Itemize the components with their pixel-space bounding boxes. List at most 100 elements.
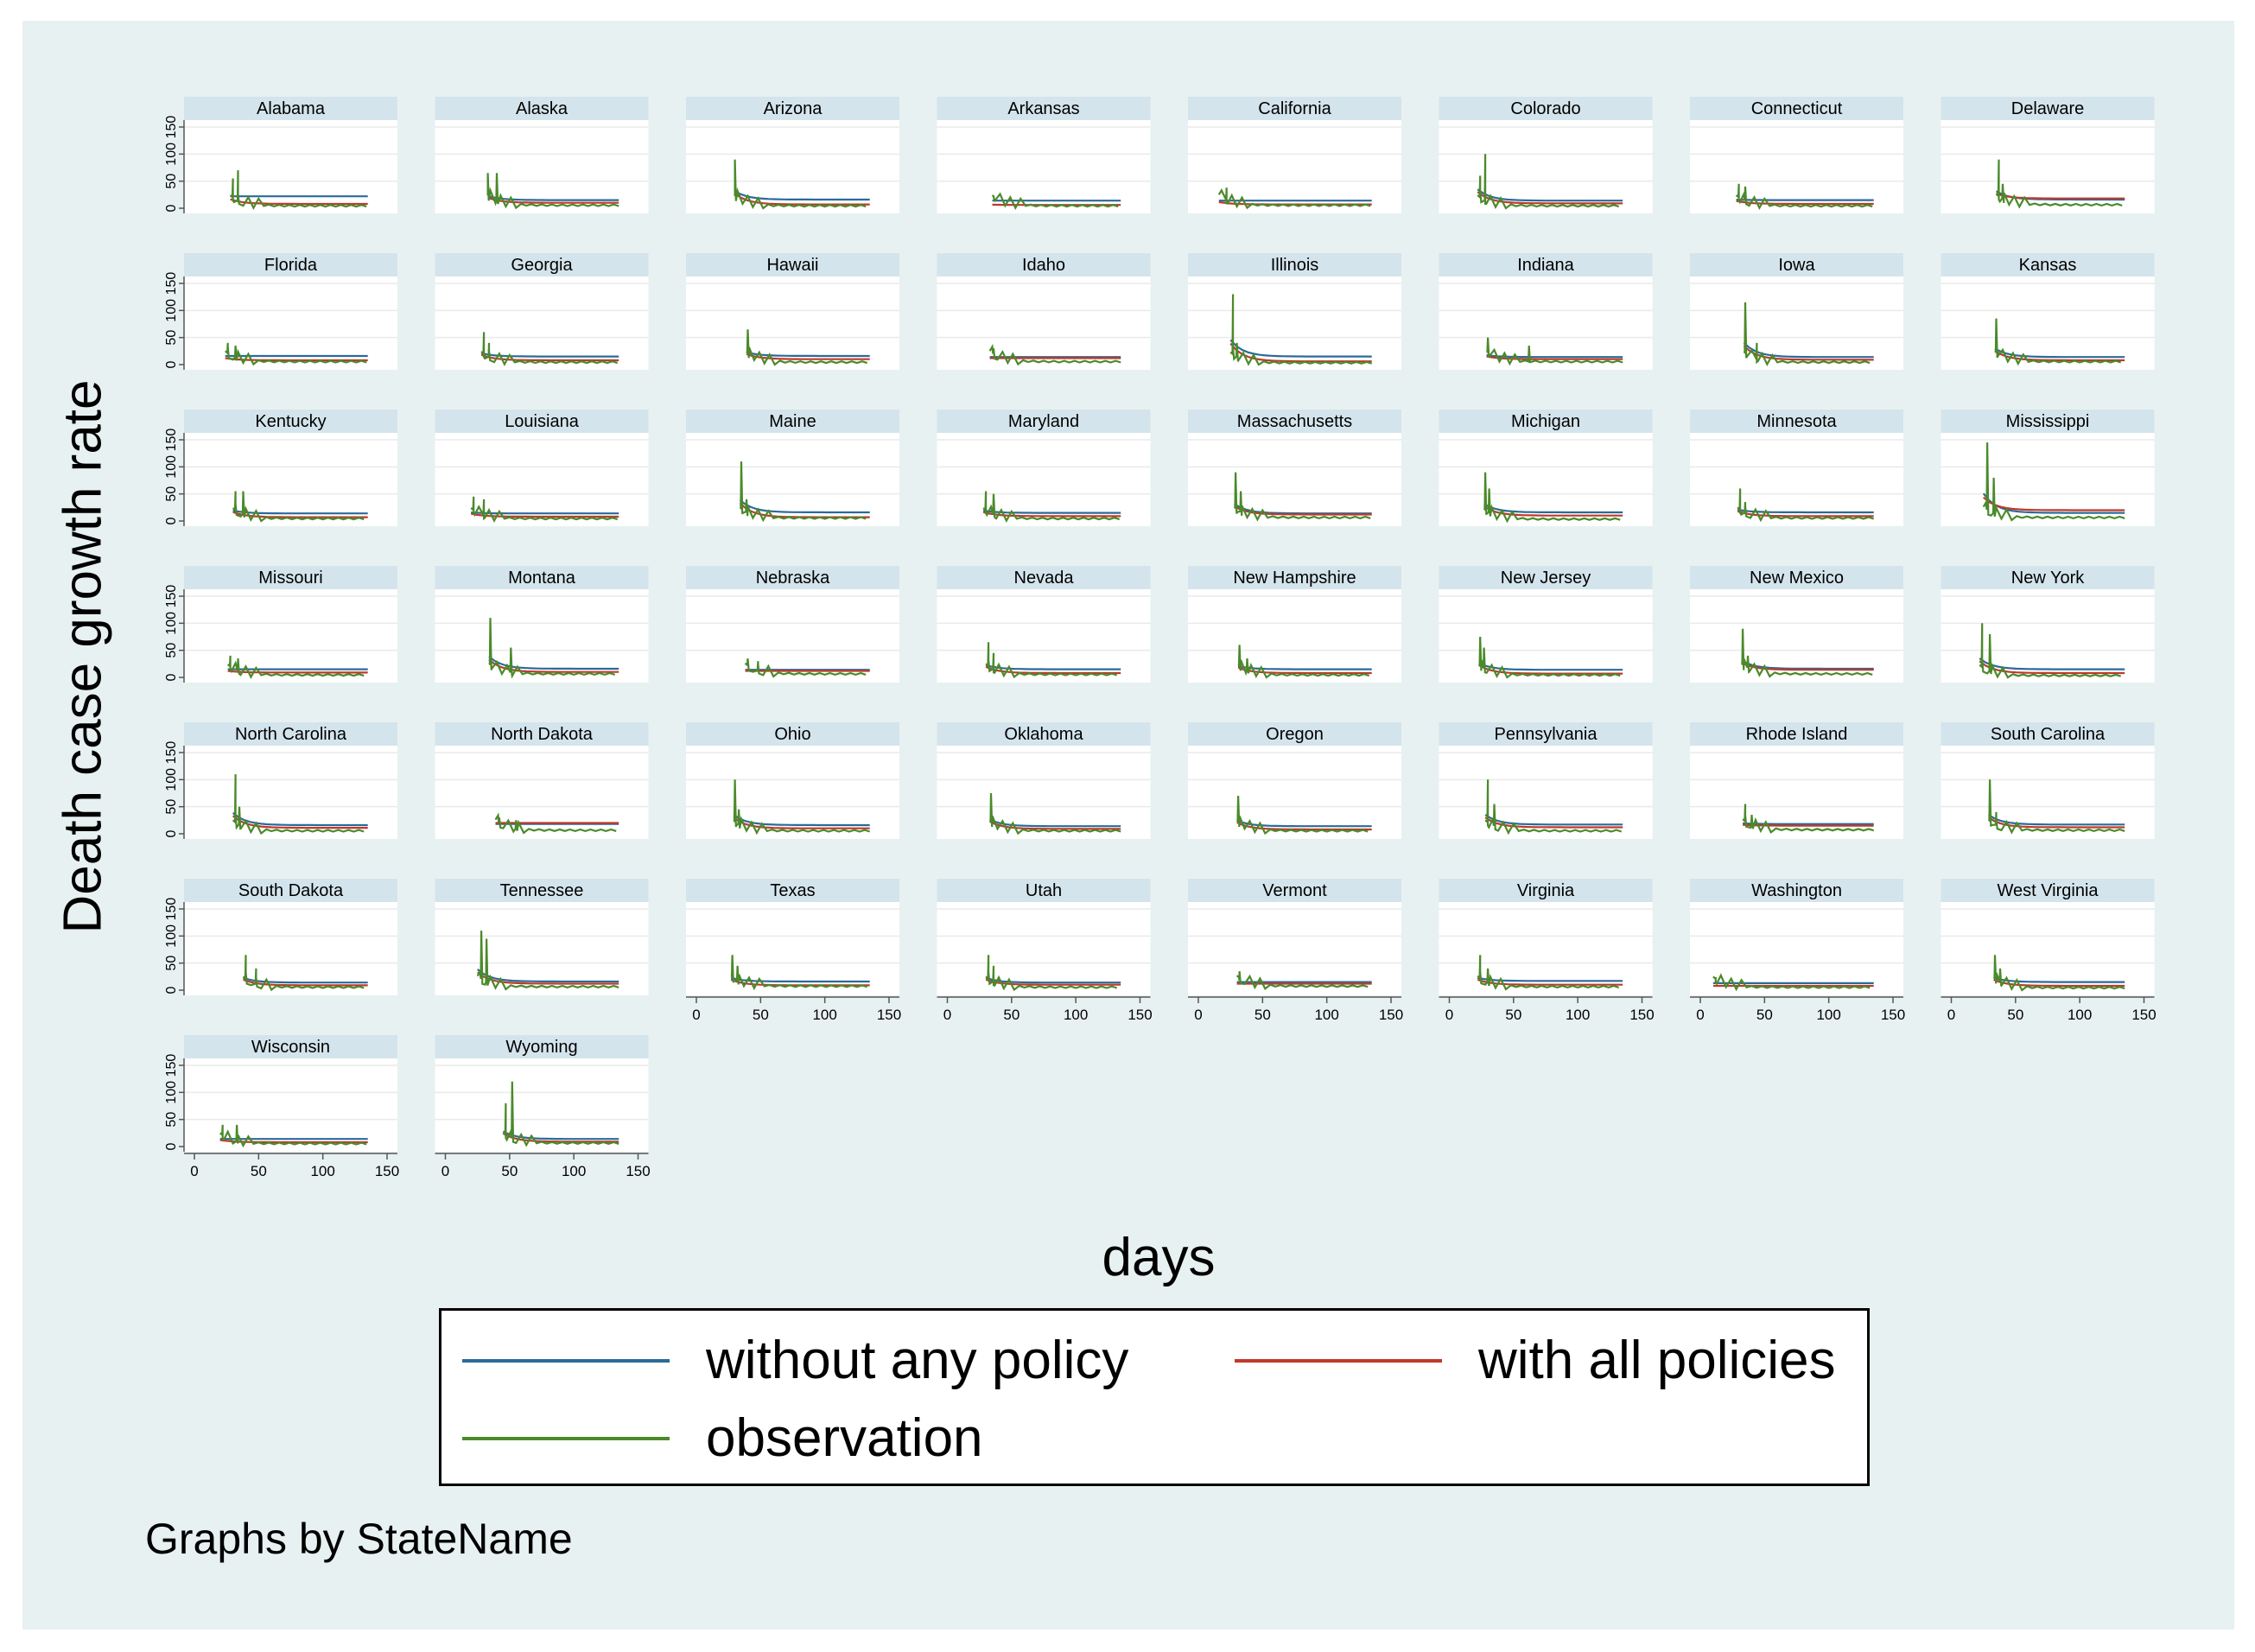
panel-kentucky: Kentucky 0 50 100 150 xyxy=(164,410,397,526)
y-tick-label: 50 xyxy=(164,799,179,815)
panel-title: Kansas xyxy=(2019,256,2077,275)
y-tick-label: 50 xyxy=(164,1112,179,1128)
x-tick-label: 100 xyxy=(1566,1007,1590,1023)
line-with-all-policies xyxy=(1234,505,1372,516)
line-without-any-policy xyxy=(739,499,870,514)
line-with-all-policies xyxy=(1743,823,1874,827)
line-observation xyxy=(1484,779,1623,836)
line-with-all-policies xyxy=(1743,345,1874,361)
x-tick-label: 100 xyxy=(1314,1007,1338,1023)
panel-title: Mississippi xyxy=(2006,412,2090,431)
y-tick-label: 0 xyxy=(164,517,179,524)
plot-area xyxy=(184,589,397,683)
legend-label-with: with all policies xyxy=(1478,1331,1836,1390)
line-observation xyxy=(1229,294,1373,366)
x-tick-label: 150 xyxy=(1881,1007,1905,1023)
plot-area xyxy=(1941,589,2155,683)
line-observation xyxy=(1477,636,1621,679)
panel-montana: Montana xyxy=(435,566,649,683)
plot-area xyxy=(937,589,1151,683)
x-tick-label: 50 xyxy=(1255,1007,1271,1023)
panel-title: Oklahoma xyxy=(1004,725,1083,744)
y-tick-label: 150 xyxy=(164,741,179,765)
panel-title: North Carolina xyxy=(235,725,347,744)
y-tick-label: 100 xyxy=(164,299,179,322)
y-tick-label: 100 xyxy=(164,143,179,166)
line-with-all-policies xyxy=(985,665,1121,675)
panel-title: Tennessee xyxy=(500,881,584,900)
y-tick-label: 100 xyxy=(164,924,179,948)
panel-title: Idaho xyxy=(1022,256,1065,275)
panel-title: Indiana xyxy=(1517,256,1574,275)
plot-area xyxy=(435,902,649,995)
x-tick-label: 0 xyxy=(190,1163,198,1179)
x-tick-label: 0 xyxy=(1194,1007,1202,1023)
panel-strip xyxy=(1439,879,1653,902)
panel-connecticut: Connecticut xyxy=(1690,97,1903,213)
panel-title: Pennsylvania xyxy=(1495,725,1598,744)
panel-west-virginia: West Virginia 0 50 100 150 xyxy=(1941,879,2157,1023)
panel-title: Connecticut xyxy=(1751,99,1843,118)
legend: without any policy with all policies obs… xyxy=(439,1308,1870,1486)
line-observation xyxy=(1987,779,2125,835)
line-observation xyxy=(1979,623,2122,679)
line-with-all-policies xyxy=(1236,821,1372,831)
plot-area xyxy=(435,120,649,213)
panel-title: Virginia xyxy=(1517,881,1575,900)
panel-title: Nevada xyxy=(1014,569,1075,588)
panel-strip xyxy=(1941,566,2155,589)
y-tick-label: 150 xyxy=(164,898,179,921)
x-tick-label: 50 xyxy=(1505,1007,1521,1023)
plot-area xyxy=(1188,746,1401,839)
line-observation xyxy=(739,461,867,523)
panel-title: Wyoming xyxy=(505,1038,577,1057)
plot-area xyxy=(184,746,397,839)
plot-area xyxy=(1941,276,2155,370)
line-without-any-policy xyxy=(730,976,870,983)
panel-title: Iowa xyxy=(1778,256,1815,275)
line-observation xyxy=(1735,183,1873,210)
panel-strip xyxy=(1690,97,1903,120)
panel-strip xyxy=(1941,722,2155,746)
panel-rhode-island: Rhode Island xyxy=(1690,722,1903,839)
x-tick-label: 100 xyxy=(562,1163,586,1179)
line-observation xyxy=(985,955,1118,992)
panel-strip xyxy=(1941,879,2155,902)
x-tick-label: 100 xyxy=(2068,1007,2092,1023)
panel-strip xyxy=(1188,410,1401,433)
line-observation xyxy=(734,159,867,210)
line-observation xyxy=(494,812,617,835)
panel-missouri: Missouri 0 50 100 150 xyxy=(164,566,397,683)
panel-strip xyxy=(184,253,397,276)
panel-title: Utah xyxy=(1026,881,1062,900)
line-observation xyxy=(232,774,365,836)
panel-louisiana: Louisiana xyxy=(435,410,649,526)
panel-title: New Mexico xyxy=(1750,569,1844,588)
line-observation xyxy=(502,1081,619,1147)
panel-strip xyxy=(435,253,649,276)
panel-strip xyxy=(686,410,899,433)
panel-strip xyxy=(1439,722,1653,746)
plot-area xyxy=(184,276,397,370)
line-without-any-policy xyxy=(1234,503,1372,515)
panel-title: Ohio xyxy=(774,725,810,744)
plot-area xyxy=(1690,589,1903,683)
panel-washington: Washington 0 50 100 150 xyxy=(1690,879,1905,1023)
panel-title: Alabama xyxy=(257,99,326,118)
panel-mississippi: Mississippi xyxy=(1941,410,2155,526)
panel-delaware: Delaware xyxy=(1941,97,2155,213)
y-tick-label: 0 xyxy=(164,1142,179,1150)
panel-strip xyxy=(1188,253,1401,276)
panel-arkansas: Arkansas xyxy=(937,97,1151,213)
panel-south-dakota: South Dakota 0 50 100 150 xyxy=(164,879,397,995)
panel-strip xyxy=(937,97,1151,120)
line-without-any-policy xyxy=(1743,822,1874,825)
line-without-any-policy xyxy=(1979,658,2125,670)
panel-idaho: Idaho xyxy=(937,253,1151,370)
panel-title: Arkansas xyxy=(1007,99,1079,118)
line-observation xyxy=(1712,973,1871,992)
panel-nebraska: Nebraska xyxy=(686,566,899,683)
panel-strip xyxy=(1188,566,1401,589)
panel-michigan: Michigan xyxy=(1439,410,1653,526)
x-tick-label: 150 xyxy=(877,1007,901,1023)
